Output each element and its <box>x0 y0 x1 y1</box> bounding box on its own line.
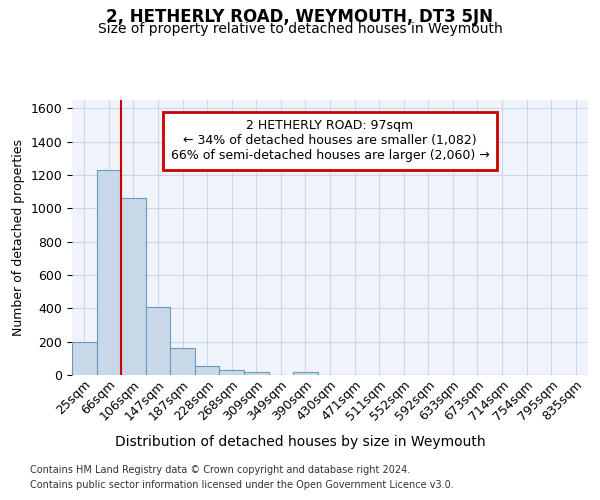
Text: Distribution of detached houses by size in Weymouth: Distribution of detached houses by size … <box>115 435 485 449</box>
Y-axis label: Number of detached properties: Number of detached properties <box>12 139 25 336</box>
Bar <box>220 370 244 375</box>
Bar <box>121 198 146 375</box>
Text: Size of property relative to detached houses in Weymouth: Size of property relative to detached ho… <box>98 22 502 36</box>
Bar <box>195 366 220 375</box>
Text: Contains HM Land Registry data © Crown copyright and database right 2024.: Contains HM Land Registry data © Crown c… <box>30 465 410 475</box>
Text: 2 HETHERLY ROAD: 97sqm
← 34% of detached houses are smaller (1,082)
66% of semi-: 2 HETHERLY ROAD: 97sqm ← 34% of detached… <box>170 119 490 162</box>
Bar <box>72 342 97 375</box>
Bar <box>146 306 170 375</box>
Bar <box>293 372 318 375</box>
Text: 2, HETHERLY ROAD, WEYMOUTH, DT3 5JN: 2, HETHERLY ROAD, WEYMOUTH, DT3 5JN <box>107 8 493 26</box>
Bar <box>244 372 269 375</box>
Text: Contains public sector information licensed under the Open Government Licence v3: Contains public sector information licen… <box>30 480 454 490</box>
Bar <box>97 170 121 375</box>
Bar <box>170 348 195 375</box>
